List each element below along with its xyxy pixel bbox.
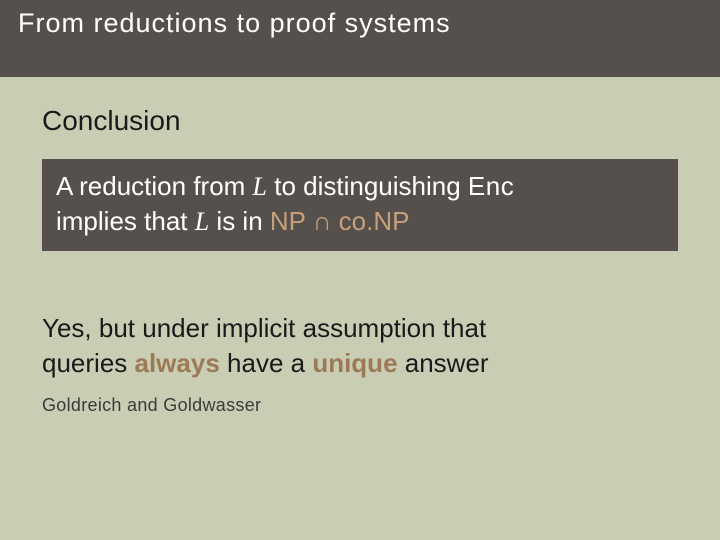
body-paragraph: Yes, but under implicit assumption that …: [42, 311, 678, 381]
callout-text-4: is in: [209, 206, 270, 236]
slide-content: Conclusion A reduction from L to disting…: [0, 77, 720, 416]
body-line2-post: answer: [398, 348, 489, 378]
slide-title-bar: From reductions to proof systems: [0, 0, 720, 49]
body-line1: Yes, but under implicit assumption that: [42, 313, 486, 343]
header-subbar: [0, 49, 720, 77]
body-highlight-always: always: [135, 348, 220, 378]
callout-cap: ∩: [313, 206, 332, 236]
callout-box: A reduction from L to distinguishing Enc…: [42, 159, 678, 251]
body-line2-pre: queries: [42, 348, 135, 378]
callout-conp: co.NP: [331, 206, 409, 236]
callout-text-2: to distinguishing: [267, 171, 468, 201]
slide-title: From reductions to proof systems: [18, 8, 451, 38]
body-line2-mid: have a: [220, 348, 313, 378]
attribution-text: Goldreich and Goldwasser: [42, 395, 678, 416]
callout-text-1: A reduction from: [56, 171, 253, 201]
callout-np: NP: [270, 206, 313, 236]
body-highlight-unique: unique: [312, 348, 397, 378]
callout-var-L1: L: [253, 172, 267, 201]
callout-text-3: implies that: [56, 206, 195, 236]
callout-enc: Enc: [468, 171, 514, 201]
section-heading: Conclusion: [42, 105, 678, 137]
callout-var-L2: L: [195, 207, 209, 236]
